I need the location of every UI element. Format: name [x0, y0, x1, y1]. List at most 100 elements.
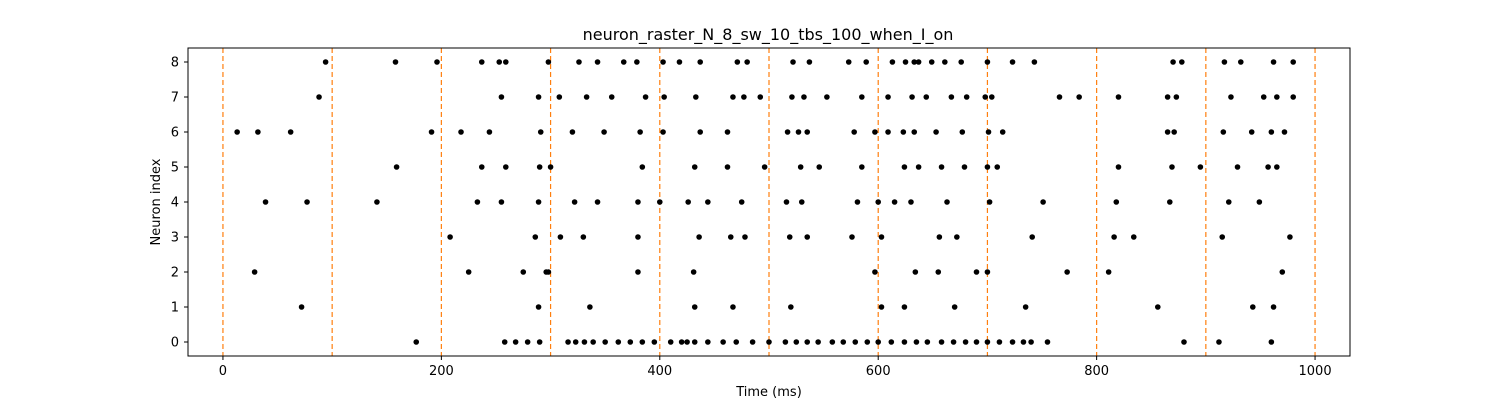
spike-n8-18: [845, 59, 852, 65]
spike-n8-19: [863, 59, 869, 65]
spike-n1-3: [691, 304, 698, 310]
spike-n6-30: [1281, 129, 1288, 135]
spike-n8-16: [790, 59, 796, 65]
spike-n0-14: [667, 339, 674, 345]
x-tick-label-2: 400: [647, 364, 672, 379]
spike-n4-20: [986, 199, 993, 205]
y-tick-label-5: 5: [171, 161, 179, 176]
spike-n5-18: [1115, 164, 1122, 170]
spike-n4-3: [474, 199, 481, 205]
spike-n5-10: [816, 164, 823, 170]
spike-n8-6: [545, 59, 552, 65]
spike-n7-30: [1274, 94, 1280, 100]
spike-n0-15: [678, 339, 685, 345]
spike-n7-8: [693, 94, 699, 100]
spike-n0-23: [782, 339, 789, 345]
spike-n5-22: [1265, 164, 1271, 170]
spike-n8-25: [942, 59, 948, 65]
spike-n7-2: [535, 94, 542, 100]
spike-n8-0: [322, 59, 329, 65]
spike-n0-13: [651, 339, 658, 345]
spike-n0-35: [924, 339, 931, 345]
spike-n3-6: [727, 234, 734, 240]
spike-n0-4: [536, 339, 543, 345]
spike-n0-24: [793, 339, 800, 345]
spike-n5-23: [1274, 164, 1280, 170]
spike-n0-44: [1028, 339, 1034, 345]
x-axis: 0 200 400 600 800 1000: [219, 356, 1332, 379]
spike-n0-19: [720, 339, 726, 345]
spike-n0-2: [512, 339, 519, 345]
spike-n3-14: [1029, 234, 1035, 240]
spike-n4-14: [798, 199, 805, 205]
spike-n0-42: [1009, 339, 1016, 345]
spike-n7-31: [1290, 94, 1297, 100]
spike-n0-46: [1181, 339, 1187, 345]
spike-n3-1: [532, 234, 539, 240]
spike-n8-5: [503, 59, 509, 65]
spike-n8-14: [734, 59, 741, 65]
spike-n7-17: [909, 94, 915, 100]
spike-n7-11: [757, 94, 764, 100]
spike-n6-5: [486, 129, 493, 135]
spike-n7-24: [1076, 94, 1082, 100]
spike-n0-41: [996, 339, 1003, 345]
spike-n8-26: [958, 59, 965, 65]
spike-n3-15: [1111, 234, 1117, 240]
spike-n2-10: [973, 269, 980, 275]
spike-n0-27: [829, 339, 836, 345]
spike-n2-1: [465, 269, 472, 275]
spike-n6-14: [795, 129, 802, 135]
spike-n0-37: [950, 339, 957, 345]
spike-n6-16: [851, 129, 857, 135]
spike-n4-19: [944, 199, 950, 205]
spike-n4-12: [738, 199, 745, 205]
spike-n3-3: [580, 234, 587, 240]
spike-n6-1: [255, 129, 261, 135]
spike-n6-24: [999, 129, 1006, 135]
spike-n7-28: [1228, 94, 1234, 100]
spike-n5-9: [797, 164, 804, 170]
spike-n8-20: [889, 59, 896, 65]
spike-n7-22: [988, 94, 995, 100]
spike-n4-0: [262, 199, 269, 205]
spike-n7-0: [316, 94, 322, 100]
vertical-lines: [222, 48, 1316, 356]
spike-n0-26: [815, 339, 821, 345]
x-tick-label-5: 1000: [1299, 364, 1332, 379]
spike-n1-1: [535, 304, 542, 310]
spike-n7-6: [642, 94, 649, 100]
spike-n6-11: [697, 129, 703, 135]
spike-n3-7: [742, 234, 748, 240]
spike-n6-15: [804, 129, 811, 135]
x-tick-label-1: 200: [429, 364, 454, 379]
spike-n3-12: [936, 234, 943, 240]
spike-n8-10: [634, 59, 640, 65]
spike-n2-0: [251, 269, 258, 275]
y-tick-label-7: 7: [171, 91, 179, 106]
spike-n4-6: [571, 199, 578, 205]
spike-n7-12: [789, 94, 795, 100]
spike-n6-17: [872, 129, 878, 135]
spike-n0-22: [766, 339, 772, 345]
spike-n5-19: [1169, 164, 1175, 170]
spike-n3-0: [447, 234, 453, 240]
spike-n5-15: [961, 164, 968, 170]
y-tick-label-3: 3: [171, 231, 179, 246]
y-tick-label-0: 0: [171, 336, 179, 351]
spike-n7-4: [583, 94, 590, 100]
spike-n0-12: [639, 339, 646, 345]
spike-n8-31: [1179, 59, 1185, 65]
spike-n7-29: [1260, 94, 1267, 100]
x-tick-label-0: 0: [219, 364, 227, 379]
spike-n8-30: [1170, 59, 1176, 65]
spike-n1-2: [587, 304, 593, 310]
spike-n6-27: [1220, 129, 1227, 135]
spike-n6-8: [601, 129, 607, 135]
spike-n6-3: [428, 129, 435, 135]
x-tick-label-3: 600: [866, 364, 891, 379]
spike-n6-19: [900, 129, 907, 135]
spike-n5-2: [503, 164, 509, 170]
spike-n6-6: [537, 129, 544, 135]
spike-n3-13: [954, 234, 960, 240]
